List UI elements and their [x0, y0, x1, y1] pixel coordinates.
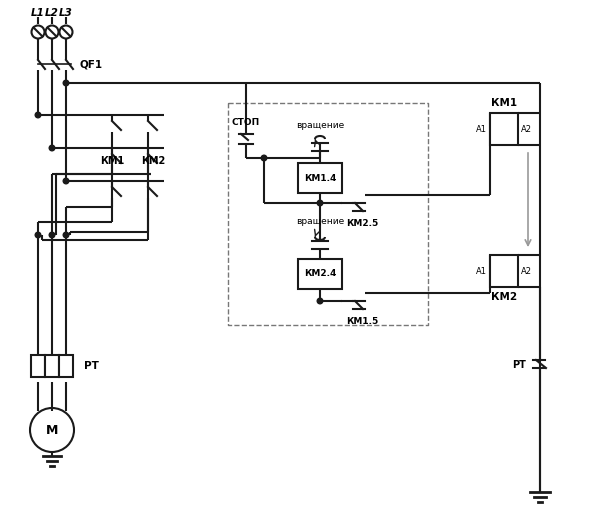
Text: A2: A2 [521, 267, 532, 275]
Circle shape [317, 298, 323, 304]
Text: СТОП: СТОП [232, 118, 260, 127]
Text: QF1: QF1 [80, 59, 103, 69]
Text: КМ2.4: КМ2.4 [304, 269, 336, 278]
Circle shape [35, 112, 41, 118]
Text: КМ2: КМ2 [141, 156, 165, 166]
Circle shape [63, 178, 69, 184]
Text: РТ: РТ [84, 361, 99, 371]
Text: A1: A1 [476, 125, 487, 133]
Bar [298, 163, 342, 193]
Bar [31, 355, 45, 377]
Circle shape [317, 200, 323, 206]
Text: вращение: вращение [296, 216, 344, 225]
Circle shape [261, 155, 267, 161]
Bar [298, 259, 342, 289]
Text: A1: A1 [476, 267, 487, 275]
Circle shape [63, 232, 69, 238]
Text: КМ2: КМ2 [491, 292, 517, 302]
Text: L3: L3 [59, 8, 73, 18]
Bar [59, 355, 73, 377]
Circle shape [49, 145, 55, 151]
Text: М: М [46, 423, 58, 437]
Text: КМ1.5: КМ1.5 [346, 317, 378, 325]
Text: L1: L1 [31, 8, 45, 18]
Text: КМ1: КМ1 [491, 98, 517, 108]
Circle shape [63, 80, 69, 86]
Text: РТ: РТ [512, 360, 526, 370]
Text: КМ1.4: КМ1.4 [304, 174, 336, 183]
Bar [490, 113, 518, 145]
Text: A2: A2 [521, 125, 532, 133]
Bar [45, 355, 59, 377]
Text: L2: L2 [45, 8, 59, 18]
Bar [490, 255, 518, 287]
Text: КМ1: КМ1 [100, 156, 124, 166]
Circle shape [49, 232, 55, 238]
Circle shape [35, 232, 41, 238]
Text: КМ2.5: КМ2.5 [346, 218, 378, 228]
Text: вращение: вращение [296, 121, 344, 129]
